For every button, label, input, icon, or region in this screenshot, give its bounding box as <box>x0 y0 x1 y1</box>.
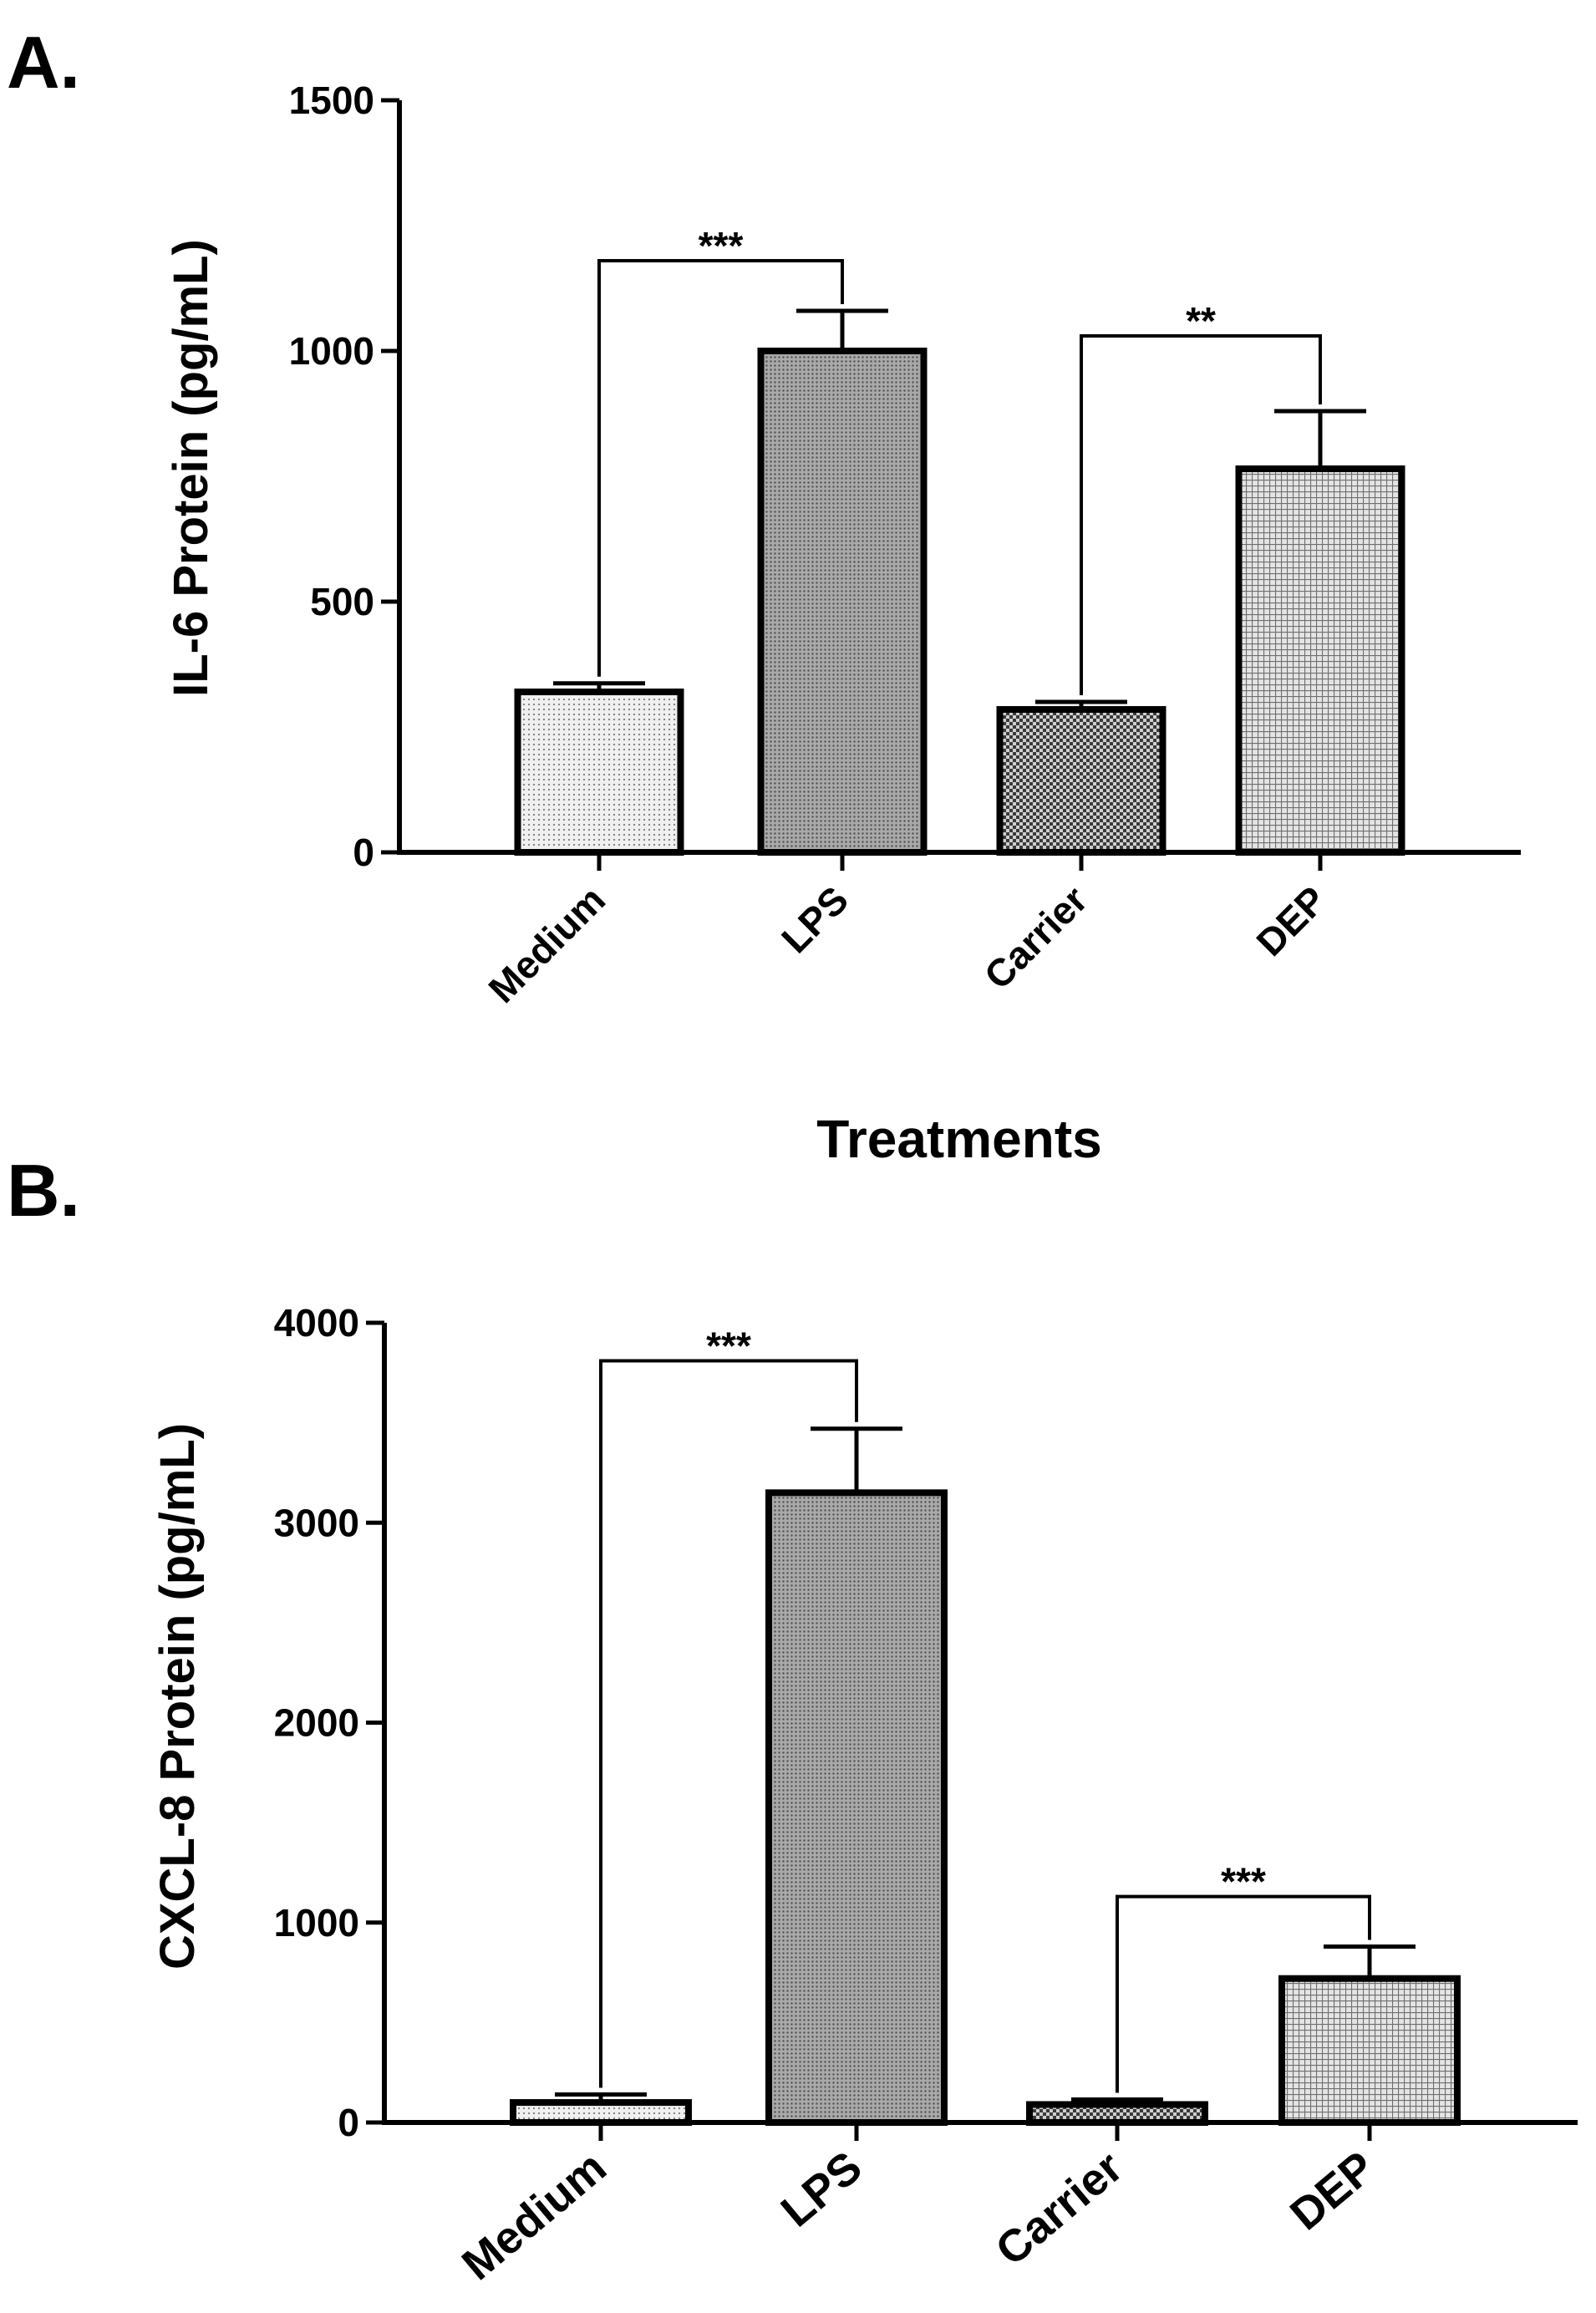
category-label: Carrier <box>976 877 1096 998</box>
panel-b: B. CXCL-8 Protein (pg/mL) 0 1000 2000 3000 4… <box>7 1149 1578 2290</box>
significance-label: ** <box>1186 299 1216 343</box>
bars-group: ***** <box>514 224 1405 856</box>
panel-label: B. <box>7 1149 80 1232</box>
bar-carrier <box>1026 2101 1208 2127</box>
category-label: Medium <box>480 877 613 1011</box>
bar-medium <box>514 689 684 856</box>
significance-bracket <box>1080 334 1322 695</box>
y-tick-label: 0 <box>338 2101 359 2144</box>
significance-label: *** <box>1221 1860 1266 1904</box>
panel-label: A. <box>7 21 80 104</box>
bar-dep <box>1235 465 1405 856</box>
significance-label: *** <box>699 224 744 267</box>
significance-label: *** <box>706 1324 751 1367</box>
bar-lps <box>765 1489 948 2127</box>
y-tick-label: 4000 <box>274 1301 359 1345</box>
y-tick-label: 1000 <box>274 1901 359 1944</box>
bar-lps <box>757 348 928 856</box>
significance-bracket <box>597 259 844 677</box>
y-axis-title: IL-6 Protein (pg/mL) <box>164 239 218 697</box>
y-tick-label: 2000 <box>274 1701 359 1745</box>
bar-dep <box>1278 1975 1461 2126</box>
y-tick-label: 3000 <box>274 1501 359 1544</box>
category-label: Medium <box>453 2142 616 2290</box>
y-tick-label: 500 <box>310 580 374 623</box>
y-tick-label: 1000 <box>289 329 374 373</box>
y-tick-label: 1500 <box>289 79 374 122</box>
significance-bracket <box>1116 1894 1371 2093</box>
category-label: LPS <box>773 877 856 961</box>
significance-bracket <box>599 1359 858 2088</box>
bar-medium <box>510 2099 692 2126</box>
bars-group: *** *** <box>510 1324 1461 2127</box>
x-axis-title: Treatments <box>816 1109 1101 1169</box>
category-label: DEP <box>1281 2142 1385 2239</box>
bar-carrier <box>996 706 1167 856</box>
y-tick-label: 0 <box>353 831 374 874</box>
category-label: LPS <box>772 2142 872 2236</box>
category-label: DEP <box>1248 877 1334 964</box>
category-label: Carrier <box>986 2142 1131 2275</box>
panel-a: A. IL-6 Protein (pg/mL) Treatments 0 500 1… <box>7 21 1521 1169</box>
y-axis-title: CXCL-8 Protein (pg/mL) <box>150 1423 205 1970</box>
